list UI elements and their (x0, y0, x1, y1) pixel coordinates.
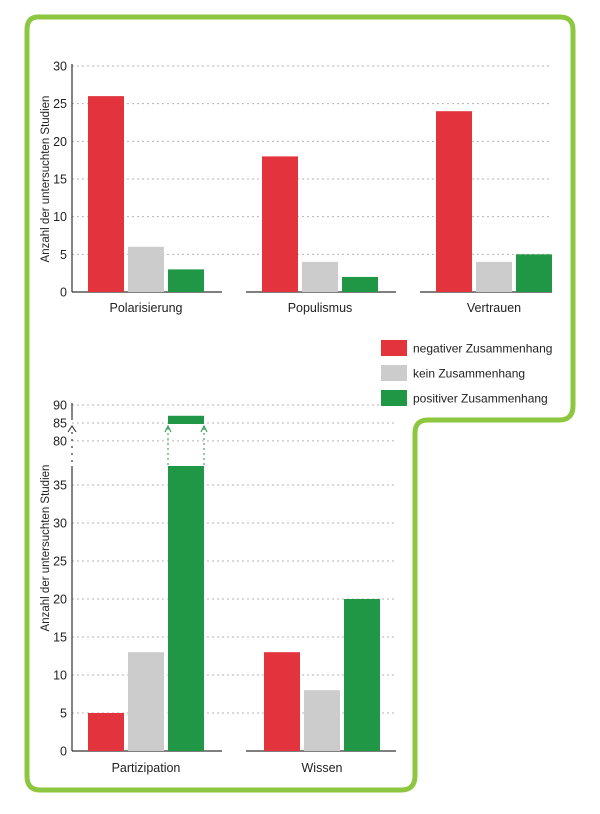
bar (88, 713, 124, 751)
y-tick-label: 15 (53, 173, 67, 187)
legend-swatch (381, 340, 407, 356)
bar (262, 156, 298, 292)
bar (342, 276, 378, 292)
y-tick-label: 25 (53, 97, 67, 111)
bar (264, 652, 300, 751)
y-tick-label: 25 (53, 555, 67, 569)
y-tick-label: 80 (53, 434, 67, 448)
y-tick-label: 5 (60, 707, 67, 721)
y-tick-label: 35 (53, 479, 67, 493)
bar-lower-segment (168, 466, 204, 751)
bar-break-arrow (164, 424, 172, 433)
y-tick-label: 30 (53, 517, 67, 531)
bar (436, 111, 472, 292)
data-label: 87 (178, 424, 194, 440)
legend-swatch (381, 390, 407, 406)
frame-outline (24, 14, 576, 793)
bar (344, 599, 380, 751)
legend-label: positiver Zusammenhang (413, 392, 548, 406)
bar (304, 690, 340, 751)
bar (128, 652, 164, 751)
x-category-label: Partizipation (112, 761, 181, 775)
axis-break-arrow (67, 425, 77, 433)
legend-swatch (381, 365, 407, 381)
y-axis-title: Anzahl der untersuchten Studien (40, 465, 52, 632)
bar (516, 254, 552, 292)
bar (128, 246, 164, 292)
bar (302, 261, 338, 292)
y-tick-label: 20 (53, 135, 67, 149)
y-tick-label: 10 (53, 210, 67, 224)
x-category-label: Polarisierung (110, 301, 183, 315)
bar (168, 269, 204, 292)
x-category-label: Wissen (302, 761, 343, 775)
y-tick-label: 0 (60, 286, 67, 300)
y-axis-title: Anzahl der untersuchten Studien (40, 96, 52, 263)
y-tick-label: 20 (53, 593, 67, 607)
bar (88, 96, 124, 292)
y-tick-label: 90 (53, 399, 67, 413)
legend-label: negativer Zusammenhang (413, 342, 552, 356)
legend-label: kein Zusammenhang (413, 367, 525, 381)
y-tick-label: 10 (53, 669, 67, 683)
y-tick-label: 0 (60, 745, 67, 759)
bar (476, 261, 512, 292)
bar-break-arrow (200, 424, 208, 433)
x-category-label: Populismus (288, 301, 353, 315)
bar-upper-segment (168, 415, 204, 424)
y-tick-label: 5 (60, 248, 67, 262)
y-tick-label: 30 (53, 60, 67, 74)
y-tick-label: 15 (53, 631, 67, 645)
x-category-label: Vertrauen (467, 301, 521, 315)
y-tick-label: 85 (53, 416, 67, 430)
